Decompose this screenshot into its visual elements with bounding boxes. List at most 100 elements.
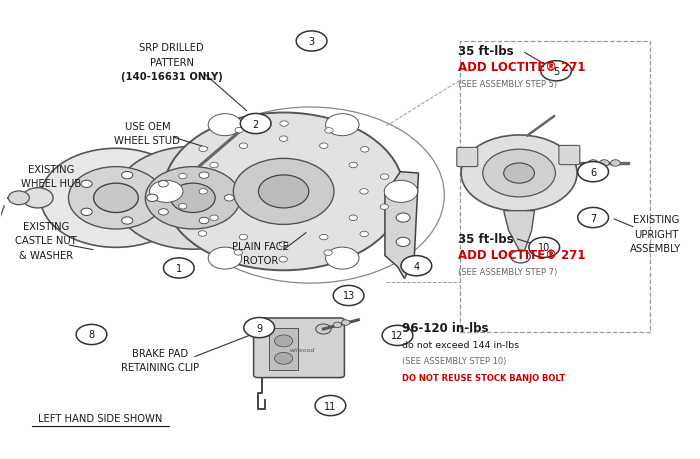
Text: & WASHER: & WASHER (19, 250, 74, 260)
Circle shape (158, 181, 168, 188)
Circle shape (81, 209, 92, 216)
Text: SRP DRILLED: SRP DRILLED (139, 43, 204, 53)
Circle shape (244, 318, 274, 338)
Circle shape (234, 250, 243, 256)
Circle shape (210, 163, 218, 168)
Circle shape (199, 147, 207, 152)
Circle shape (316, 324, 331, 334)
Circle shape (540, 62, 571, 82)
Text: wilwood: wilwood (290, 347, 315, 352)
Circle shape (511, 251, 530, 263)
Circle shape (588, 160, 598, 167)
Circle shape (504, 163, 534, 184)
Circle shape (578, 162, 608, 182)
Circle shape (210, 216, 218, 221)
Circle shape (360, 232, 368, 237)
Circle shape (199, 189, 207, 195)
Circle shape (380, 205, 389, 210)
Text: 13: 13 (342, 291, 355, 301)
Circle shape (528, 238, 559, 258)
Circle shape (199, 173, 209, 179)
Circle shape (240, 114, 271, 134)
Text: 1: 1 (176, 263, 182, 274)
Polygon shape (504, 211, 534, 257)
Text: 35 ft-lbs: 35 ft-lbs (458, 45, 514, 57)
Circle shape (198, 231, 206, 237)
Circle shape (199, 218, 209, 224)
Circle shape (324, 250, 332, 256)
Text: (SEE ASSEMBLY STEP 10): (SEE ASSEMBLY STEP 10) (402, 356, 507, 365)
Circle shape (158, 209, 168, 216)
Text: 10: 10 (538, 243, 550, 253)
Circle shape (164, 258, 194, 279)
Circle shape (258, 175, 309, 208)
Circle shape (147, 195, 158, 202)
Circle shape (382, 325, 413, 346)
Circle shape (380, 174, 389, 180)
Bar (461, 42, 650, 332)
Circle shape (122, 218, 133, 224)
Circle shape (320, 144, 328, 149)
Text: 35 ft-lbs: 35 ft-lbs (458, 232, 514, 245)
Text: 9: 9 (256, 323, 262, 333)
Circle shape (578, 208, 608, 228)
Text: 2: 2 (253, 119, 259, 129)
Text: ROTOR: ROTOR (243, 256, 278, 266)
Circle shape (349, 216, 358, 221)
Circle shape (81, 181, 92, 188)
Circle shape (178, 204, 187, 209)
Text: RETAINING CLIP: RETAINING CLIP (121, 362, 199, 372)
Text: EXISTING: EXISTING (23, 222, 69, 232)
Text: do not exceed 144 in-lbs: do not exceed 144 in-lbs (402, 340, 519, 349)
Circle shape (122, 172, 133, 179)
Text: 12: 12 (391, 330, 404, 341)
Text: (SEE ASSEMBLY STEP 7): (SEE ASSEMBLY STEP 7) (458, 267, 557, 276)
Text: PLAIN FACE: PLAIN FACE (232, 242, 289, 252)
Circle shape (233, 159, 334, 225)
FancyBboxPatch shape (269, 328, 298, 370)
Text: (SEE ASSEMBLY STEP 5): (SEE ASSEMBLY STEP 5) (458, 79, 557, 89)
Text: UPRIGHT: UPRIGHT (634, 229, 678, 239)
Circle shape (69, 167, 164, 230)
Circle shape (208, 247, 241, 269)
Circle shape (171, 184, 215, 213)
Circle shape (274, 335, 293, 347)
Circle shape (599, 160, 609, 167)
Circle shape (315, 396, 346, 416)
Circle shape (279, 257, 288, 263)
FancyBboxPatch shape (253, 318, 344, 378)
Circle shape (224, 195, 234, 202)
Text: 5: 5 (553, 67, 559, 77)
Text: DO NOT REUSE STOCK BANJO BOLT: DO NOT REUSE STOCK BANJO BOLT (402, 373, 566, 382)
Circle shape (325, 129, 333, 134)
Circle shape (326, 247, 359, 269)
Circle shape (461, 136, 577, 212)
Text: ADD LOCTITE® 271: ADD LOCTITE® 271 (458, 61, 586, 74)
Circle shape (208, 114, 241, 136)
Circle shape (360, 147, 369, 153)
Circle shape (384, 181, 418, 203)
Circle shape (239, 235, 248, 241)
Text: ADD LOCTITE® 271: ADD LOCTITE® 271 (458, 249, 586, 262)
Circle shape (115, 147, 271, 250)
Text: 7: 7 (590, 213, 596, 223)
Circle shape (8, 191, 29, 205)
Polygon shape (385, 172, 419, 279)
Text: WHEEL STUD: WHEEL STUD (115, 135, 181, 146)
Circle shape (342, 320, 350, 325)
Text: 3: 3 (309, 37, 314, 47)
Circle shape (333, 286, 364, 306)
Circle shape (349, 163, 358, 168)
Circle shape (164, 113, 404, 271)
Circle shape (326, 114, 359, 136)
Circle shape (150, 181, 183, 203)
Circle shape (396, 238, 410, 247)
Circle shape (333, 322, 342, 328)
Text: WHEEL HUB: WHEEL HUB (21, 179, 81, 189)
Text: CASTLE NUT: CASTLE NUT (15, 236, 77, 246)
Text: ASSEMBLY: ASSEMBLY (631, 243, 682, 253)
Circle shape (396, 213, 410, 223)
Circle shape (296, 32, 327, 52)
Text: (140-16631 ONLY): (140-16631 ONLY) (121, 72, 223, 82)
Text: USE OEM: USE OEM (125, 121, 170, 131)
